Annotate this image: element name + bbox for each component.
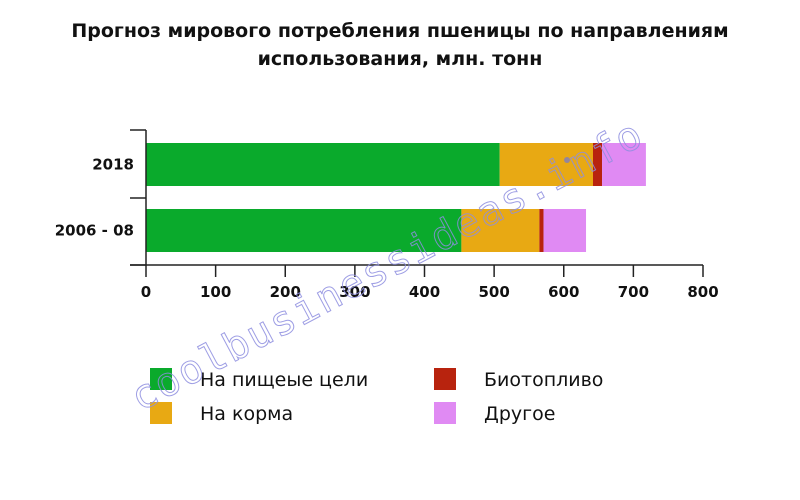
- legend-swatch: [150, 402, 172, 424]
- y-tick-label: 2006 - 08: [55, 222, 134, 240]
- legend-swatch: [434, 368, 456, 390]
- legend-label: На корма: [200, 403, 293, 425]
- x-tick-label: 200: [270, 283, 301, 301]
- x-tick-label: 500: [478, 283, 509, 301]
- bar-2006-08-series-1: [461, 209, 540, 252]
- legend-swatch: [434, 402, 456, 424]
- legend: На пищеые цели На корма Биотопливо Другое: [150, 368, 603, 425]
- legend-label: Другое: [484, 403, 555, 425]
- legend-swatch: [150, 368, 172, 390]
- plot-area: 2018 2006 - 08: [55, 143, 646, 252]
- bar-2018-series-1: [499, 143, 593, 186]
- bar-2006-08-series-2: [539, 209, 544, 252]
- watermark-dot: [564, 157, 570, 163]
- x-tick-label: 100: [200, 283, 231, 301]
- x-tick-label: 0: [141, 283, 151, 301]
- x-tick-label: 600: [548, 283, 579, 301]
- x-tick-label: 300: [339, 283, 370, 301]
- bar-2018-series-0: [146, 143, 500, 186]
- chart-title-line-1: Прогноз мирового потребления пшеницы по …: [71, 20, 728, 42]
- x-tick-label: 400: [409, 283, 440, 301]
- x-tick-label: 800: [687, 283, 718, 301]
- y-tick-label: 2018: [92, 156, 134, 174]
- legend-label: На пищеые цели: [200, 369, 368, 391]
- bar-2018-series-2: [592, 143, 603, 186]
- bar-2006-08-series-0: [146, 209, 462, 252]
- legend-label: Биотопливо: [484, 369, 603, 391]
- axes: 0 100 200 300 400 500 600 700 800: [130, 129, 719, 301]
- chart-title-line-2: использования, млн. тонн: [258, 48, 543, 70]
- chart-title: Прогноз мирового потребления пшеницы по …: [71, 20, 728, 70]
- bar-2006-08-series-3: [543, 209, 587, 252]
- x-tick-label: 700: [618, 283, 649, 301]
- bar-2018-series-3: [602, 143, 646, 186]
